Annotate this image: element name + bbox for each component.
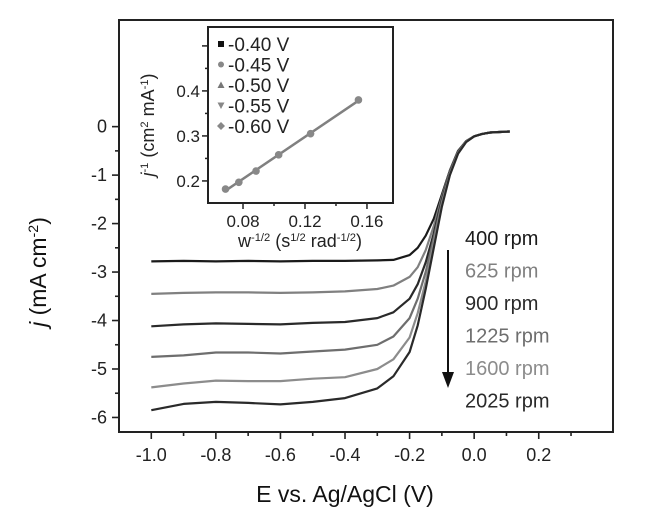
y-tick-label: -6 xyxy=(91,407,107,427)
label-superscript: 1/2 xyxy=(290,232,306,244)
curve-2025-rpm xyxy=(151,130,510,412)
inset-legend-label: -0.60 V xyxy=(228,117,290,138)
inset-y-tick-label: 0.2 xyxy=(176,172,200,191)
label-part: ) xyxy=(25,217,51,225)
x-tick-label: -1.0 xyxy=(136,445,167,465)
y-tick-label: -2 xyxy=(91,214,107,234)
inset-frame xyxy=(207,26,394,204)
inset-y-tick-label: 0.4 xyxy=(176,82,200,101)
label-part: (cm xyxy=(138,128,158,163)
inset-data-point xyxy=(221,185,230,193)
inset-data-point xyxy=(306,129,315,138)
legend-label: 1600 rpm xyxy=(465,358,550,380)
inset-legend-label: -0.40 V xyxy=(228,35,290,56)
inset-legend-label: -0.55 V xyxy=(228,97,290,118)
label-part: mA xyxy=(138,89,158,121)
label-superscript: -1/2 xyxy=(251,232,270,244)
inset-legend-label: -0.50 V xyxy=(228,76,290,97)
label-superscript: -1 xyxy=(139,163,151,173)
y-tick-label: -1 xyxy=(91,165,107,185)
legend-label: 900 rpm xyxy=(465,293,538,315)
legend-label: 2025 rpm xyxy=(465,391,550,413)
y-tick-label: -4 xyxy=(91,311,107,331)
label-superscript: 2 xyxy=(139,121,151,127)
label-part: ) xyxy=(138,73,158,79)
triangle-down-marker-icon xyxy=(217,102,225,109)
inset-y-axis-label: j-1 (cm2 mA-1) xyxy=(138,73,158,179)
x-tick-label: 0.2 xyxy=(526,445,551,465)
y-tick-label: -5 xyxy=(91,359,107,379)
x-tick-label: -0.6 xyxy=(265,445,296,465)
plot-frame xyxy=(118,19,614,433)
y-tick-label: -3 xyxy=(91,262,107,282)
label-superscript: -2 xyxy=(26,225,42,238)
x-tick-label: -0.4 xyxy=(329,445,360,465)
label-superscript: -1 xyxy=(139,79,151,89)
x-tick-label: 0.0 xyxy=(462,445,487,465)
inset-x-axis-label: w-1/2 (s1/2 rad-1/2) xyxy=(237,231,362,251)
y-axis-label: j (mA cm-2) xyxy=(25,217,51,330)
inset-x-tick-label: 0.12 xyxy=(288,212,321,231)
label-part: j xyxy=(138,172,158,180)
inset-data-point xyxy=(235,178,243,187)
inset-legend-label: -0.45 V xyxy=(228,56,290,77)
label-part: (s xyxy=(270,231,290,251)
legend-label: 1225 rpm xyxy=(465,326,550,348)
inset-plot: 0.08 0.12 0.160.20.30.4w-1/2 (s1/2 rad-1/2… xyxy=(138,26,394,251)
x-tick-label: -0.2 xyxy=(394,445,425,465)
inset-data-point xyxy=(354,96,363,104)
label-part: rad xyxy=(306,231,337,251)
label-part: ) xyxy=(356,231,362,251)
label-part: w xyxy=(237,231,252,251)
x-axis-label: E vs. Ag/AgCl (V) xyxy=(256,481,434,507)
label-superscript: -1/2 xyxy=(337,232,356,244)
inset-y-tick-label: 0.3 xyxy=(176,127,200,146)
square-marker-icon xyxy=(218,41,224,47)
y-tick-label: 0 xyxy=(97,117,107,137)
inset-data-point xyxy=(252,167,260,175)
diamond-marker-icon xyxy=(217,122,225,130)
legend-label: 400 rpm xyxy=(465,228,538,250)
arrow-down-icon xyxy=(442,372,454,388)
label-part: (mA cm xyxy=(25,237,51,321)
triangle-up-marker-icon xyxy=(217,81,225,88)
x-tick-label: -0.8 xyxy=(200,445,231,465)
inset-x-tick-label: 0.08 xyxy=(226,212,259,231)
legend-label: 625 rpm xyxy=(465,261,538,283)
circle-marker-icon xyxy=(218,61,224,68)
main-plot: -1.0 -0.8 -0.6 -0.4 -0.2 0.0 0.2 0 -1 -2 -3 -4 -5 -6 E… xyxy=(25,19,614,507)
inset-fit-line xyxy=(224,99,360,192)
inset-x-tick-label: 0.16 xyxy=(350,212,383,231)
inset-data-point xyxy=(274,151,283,159)
label-part: j xyxy=(25,321,51,330)
